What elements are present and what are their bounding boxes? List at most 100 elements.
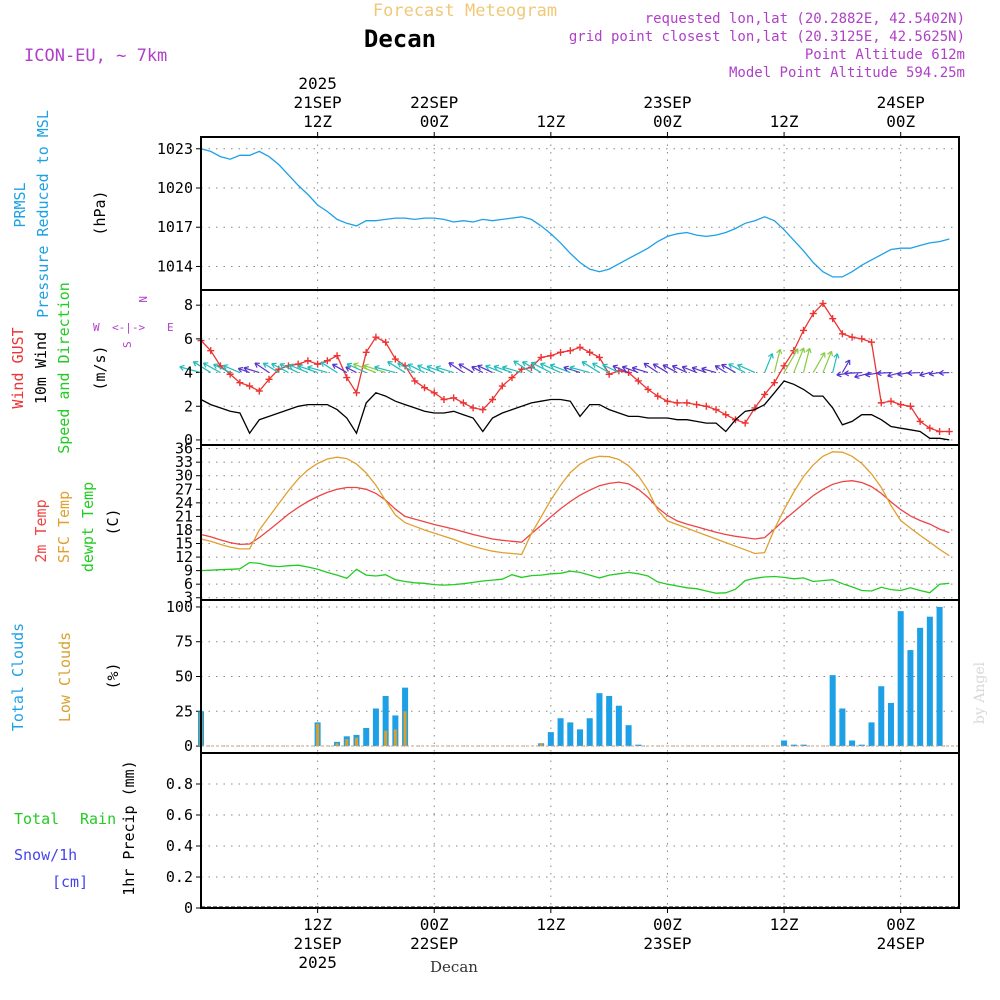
y-tick-label: 25	[175, 702, 193, 720]
wind-arrow-head	[417, 364, 423, 370]
time-label-bottom: 00Z	[886, 915, 915, 934]
bar-total-clouds	[615, 705, 622, 747]
bar-total-clouds	[917, 627, 924, 747]
wind-arrow-head	[530, 361, 537, 368]
wind-arrow	[298, 365, 318, 374]
gust-marker	[712, 406, 720, 414]
panel-4	[196, 752, 960, 909]
gust-marker	[557, 348, 565, 356]
gust-marker	[508, 374, 516, 382]
wind-arrow	[701, 367, 717, 374]
gust-marker	[945, 428, 953, 436]
wind-arrow-head	[279, 362, 286, 369]
gust-marker	[693, 401, 701, 409]
bar-low-clouds	[393, 729, 397, 747]
y-tick-label: 1023	[157, 140, 193, 158]
y-tick-label: 24	[175, 494, 193, 512]
wind-arrow-head	[513, 360, 519, 366]
wind-arrow	[653, 363, 668, 374]
y-tick-label: 0	[184, 431, 193, 449]
bar-total-clouds	[926, 616, 933, 747]
series-line-sfc-temp	[200, 451, 950, 557]
wind-arrow-head	[714, 365, 721, 371]
gust-marker	[663, 397, 671, 405]
wind-arrow-head	[448, 362, 454, 368]
wind-arrow	[530, 362, 552, 374]
wind-arrow	[569, 366, 590, 374]
wind-arrow	[844, 371, 862, 375]
time-label-bottom: 21SEP	[294, 934, 342, 953]
bar-total-clouds	[635, 744, 642, 747]
pressure-unit-label: (hPa)	[91, 190, 109, 235]
wind-arrow-head	[320, 361, 327, 367]
wind-10m-label: 10m Wind	[32, 332, 50, 404]
wind-arrow-head	[502, 365, 508, 372]
y-tick-label: 0.8	[166, 775, 193, 793]
wind-arrow	[632, 367, 649, 374]
bar-total-clouds	[878, 686, 885, 747]
wind-arrow-head	[271, 362, 277, 369]
time-label-top: 00Z	[653, 112, 682, 131]
series-line-2m-temp	[200, 480, 950, 546]
gust-marker	[683, 399, 691, 407]
wind-arrow-head	[374, 365, 380, 372]
wind-arrow-head	[262, 362, 269, 368]
gust-marker	[479, 406, 487, 414]
dewpt-label: dewpt Temp	[79, 482, 97, 572]
wind-arrow-head	[938, 369, 944, 376]
panel-frame	[200, 136, 960, 291]
wind-arrow-head	[539, 362, 546, 369]
gust-marker	[576, 343, 584, 351]
wind-arrow-head	[192, 361, 199, 367]
wind-arrow	[802, 348, 811, 373]
prmsl-label: PRMSL	[11, 182, 29, 227]
wind-arrow-head	[549, 363, 556, 370]
wind-arrow-head	[592, 362, 598, 368]
gust-marker	[722, 411, 730, 419]
wind-arrow	[721, 364, 736, 374]
y-tick-label: 36	[175, 440, 193, 458]
y-tick-label: 8	[184, 296, 193, 314]
wind-arrow	[288, 364, 309, 374]
time-label-bottom: 12Z	[536, 915, 565, 934]
wind-arrow-head	[471, 365, 477, 372]
series-line-10m-wind	[200, 380, 950, 441]
gust-marker	[586, 348, 594, 356]
wind-speed-dir-label: Speed and Direction	[55, 282, 73, 454]
wind-arrow	[581, 361, 600, 374]
bar-total-clouds	[868, 722, 875, 747]
model-label: ICON-EU, ~ 7km	[24, 46, 167, 66]
gust-marker	[372, 333, 380, 341]
wind-unit-label: (m/s)	[91, 345, 109, 390]
wind-arrow	[320, 361, 338, 374]
gust-marker	[625, 369, 633, 377]
gust-marker	[314, 360, 322, 368]
wind-arrow-head	[907, 369, 913, 377]
wind-arrow-head	[833, 353, 840, 359]
gust-marker	[800, 326, 808, 334]
compass-e: E	[167, 321, 174, 334]
gust-marker	[868, 338, 876, 346]
gust-marker	[498, 382, 506, 390]
wind-arrow	[345, 366, 357, 374]
wind-arrow	[929, 371, 940, 375]
wind-arrow-head	[243, 366, 250, 372]
gust-marker	[644, 385, 652, 393]
wind-arrow	[243, 367, 260, 374]
wind-arrow-head	[237, 366, 244, 373]
y-tick-label: 21	[175, 507, 193, 525]
y-tick-label: 1017	[157, 218, 193, 236]
gust-marker	[761, 390, 769, 398]
gust-marker	[440, 396, 448, 404]
wind-arrow-head	[387, 361, 393, 367]
wind-arrow-head	[643, 362, 650, 369]
wind-arrow-head	[521, 361, 528, 367]
wind-arrow	[435, 366, 454, 374]
time-label-bottom: 2025	[298, 953, 337, 972]
y-tick-label: 27	[175, 480, 193, 498]
bar-total-clouds	[897, 611, 904, 747]
precip-rain-label: Rain	[80, 810, 116, 828]
gust-marker	[702, 402, 710, 410]
wind-arrow	[223, 364, 241, 374]
gust-marker	[323, 357, 331, 365]
